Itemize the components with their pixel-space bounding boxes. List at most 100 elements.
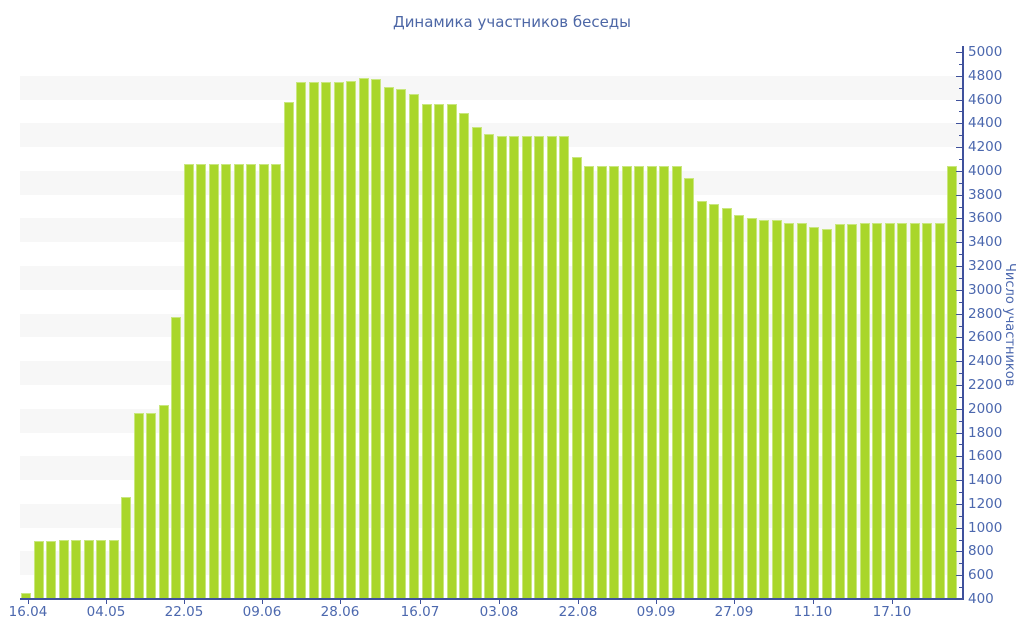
y-minor-tick (959, 563, 962, 565)
bar[interactable] (759, 220, 770, 599)
bar[interactable] (521, 136, 532, 599)
bar[interactable] (271, 163, 282, 599)
bar[interactable] (872, 223, 883, 599)
bar[interactable] (421, 104, 432, 599)
bar[interactable] (258, 163, 269, 599)
y-tick-label: 1800 (968, 424, 1003, 441)
x-tick (340, 600, 341, 604)
x-tick-label: 11.10 (793, 604, 833, 620)
bar[interactable] (509, 136, 520, 599)
bar[interactable] (71, 540, 82, 599)
bar[interactable] (546, 136, 557, 599)
bar[interactable] (158, 405, 169, 599)
bar[interactable] (496, 136, 507, 599)
bar[interactable] (396, 89, 407, 599)
bar[interactable] (221, 163, 232, 599)
bar[interactable] (121, 497, 132, 599)
bar[interactable] (809, 226, 820, 599)
bar[interactable] (296, 81, 307, 599)
bar[interactable] (171, 316, 182, 599)
bar[interactable] (947, 166, 958, 599)
bar[interactable] (383, 87, 394, 599)
bar[interactable] (371, 78, 382, 599)
bar[interactable] (696, 201, 707, 599)
bar[interactable] (621, 166, 632, 599)
bar[interactable] (246, 163, 257, 599)
bar[interactable] (784, 223, 795, 599)
bar[interactable] (897, 223, 908, 599)
bar[interactable] (847, 224, 858, 599)
y-minor-tick (959, 87, 962, 89)
x-tick-label: 04.05 (86, 604, 126, 620)
bar[interactable] (709, 203, 720, 599)
bar[interactable] (459, 112, 470, 599)
bar[interactable] (108, 539, 119, 599)
y-minor-tick (959, 539, 962, 541)
y-tick (956, 194, 962, 196)
bar[interactable] (196, 163, 207, 599)
y-minor-tick (959, 277, 962, 279)
grid-stripe (20, 75, 963, 100)
bar[interactable] (771, 220, 782, 599)
bar[interactable] (884, 223, 895, 599)
bar[interactable] (434, 103, 445, 599)
bar[interactable] (734, 214, 745, 599)
bar[interactable] (571, 156, 582, 599)
y-tick-label: 2600 (968, 329, 1003, 346)
bar[interactable] (333, 81, 344, 599)
bar[interactable] (58, 540, 69, 599)
y-minor-tick (959, 468, 962, 470)
bar[interactable] (446, 104, 457, 599)
plot-area (20, 52, 963, 599)
x-tick (656, 600, 657, 604)
bar[interactable] (671, 166, 682, 599)
bar[interactable] (471, 126, 482, 599)
bar[interactable] (321, 81, 332, 599)
bar[interactable] (146, 412, 157, 599)
bar[interactable] (534, 136, 545, 599)
bar[interactable] (796, 223, 807, 599)
bar[interactable] (83, 539, 94, 599)
bar[interactable] (822, 228, 832, 599)
bar[interactable] (208, 163, 219, 599)
y-tick (956, 242, 962, 244)
bar[interactable] (559, 136, 570, 599)
y-tick (956, 575, 962, 577)
bar[interactable] (834, 224, 845, 599)
bar[interactable] (183, 163, 194, 599)
bar[interactable] (859, 223, 870, 599)
bar[interactable] (283, 101, 294, 599)
bar[interactable] (646, 166, 657, 599)
bar[interactable] (934, 223, 945, 599)
bar[interactable] (634, 166, 645, 599)
bar[interactable] (746, 217, 757, 599)
bar[interactable] (684, 178, 695, 599)
bar[interactable] (133, 412, 144, 599)
y-tick-label: 1600 (968, 448, 1003, 465)
bar[interactable] (922, 223, 933, 599)
x-tick (734, 600, 735, 604)
bar[interactable] (33, 540, 44, 599)
y-minor-tick (959, 396, 962, 398)
x-tick-label: 22.08 (558, 604, 598, 620)
bar[interactable] (21, 593, 31, 599)
bar[interactable] (609, 166, 620, 599)
bar[interactable] (596, 166, 607, 599)
bar[interactable] (308, 81, 319, 599)
bar[interactable] (659, 166, 670, 599)
bar[interactable] (233, 163, 244, 599)
bar[interactable] (584, 166, 595, 599)
bar[interactable] (358, 77, 369, 599)
x-tick (499, 600, 500, 604)
bar[interactable] (408, 94, 419, 599)
bar[interactable] (96, 539, 107, 599)
bar[interactable] (721, 208, 732, 599)
bar[interactable] (484, 134, 495, 599)
y-tick (956, 456, 962, 458)
y-tick-label: 2400 (968, 353, 1003, 370)
y-tick (956, 599, 962, 600)
bar[interactable] (909, 223, 920, 599)
bar[interactable] (46, 540, 57, 599)
bar[interactable] (346, 81, 357, 599)
y-minor-tick (959, 182, 962, 184)
